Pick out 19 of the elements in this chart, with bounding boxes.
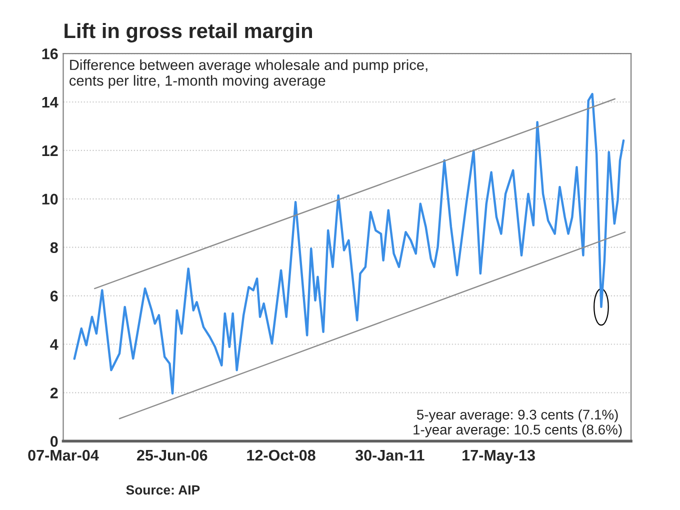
y-tick-label: 8 — [50, 242, 58, 254]
line-series — [73, 92, 625, 395]
y-tick-label: 10 — [42, 194, 58, 205]
y-tick-label: 14 — [42, 97, 58, 108]
x-tick-label: 17-May-13 — [462, 450, 535, 464]
text: Difference between average wholesale and pump price, cents per litre, 1-month moving average — [70, 59, 428, 89]
y-tick-label: 16 — [42, 48, 58, 60]
x-tick-label: 25-Jun-06 — [137, 450, 208, 461]
source-note: Source: AIP — [126, 485, 200, 495]
y-tick-label: 6 — [50, 290, 58, 302]
y-tick-label: 0 — [50, 436, 58, 447]
chart-title: Lift in gross retail margin — [64, 22, 312, 42]
y-tick-label: 12 — [42, 145, 58, 156]
x-tick-label: 07-Mar-04 — [28, 450, 99, 461]
annotation: 5-year average: 9.3 cents (7.1%) 1-year average: 10.5 cents (8.6%) — [414, 409, 622, 438]
x-tick-label: 12-Oct-08 — [247, 450, 316, 461]
y-tick-label: 4 — [50, 339, 58, 350]
y-tick-label: 2 — [50, 388, 58, 398]
x-tick-label: 30-Jan-11 — [355, 450, 424, 461]
